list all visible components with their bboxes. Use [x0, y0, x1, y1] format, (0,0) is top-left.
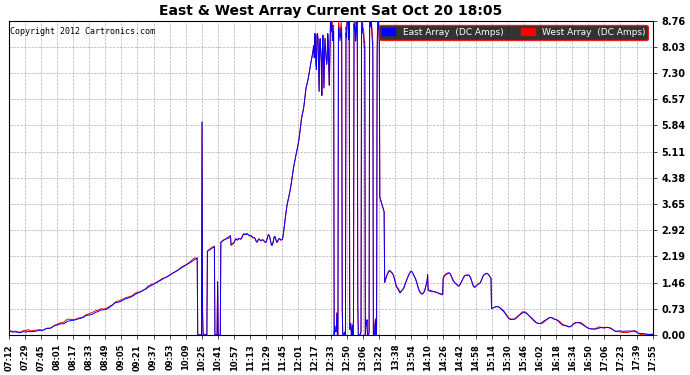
Legend: East Array  (DC Amps), West Array  (DC Amps): East Array (DC Amps), West Array (DC Amp… [379, 25, 648, 40]
Text: Copyright 2012 Cartronics.com: Copyright 2012 Cartronics.com [10, 27, 155, 36]
Title: East & West Array Current Sat Oct 20 18:05: East & West Array Current Sat Oct 20 18:… [159, 4, 502, 18]
